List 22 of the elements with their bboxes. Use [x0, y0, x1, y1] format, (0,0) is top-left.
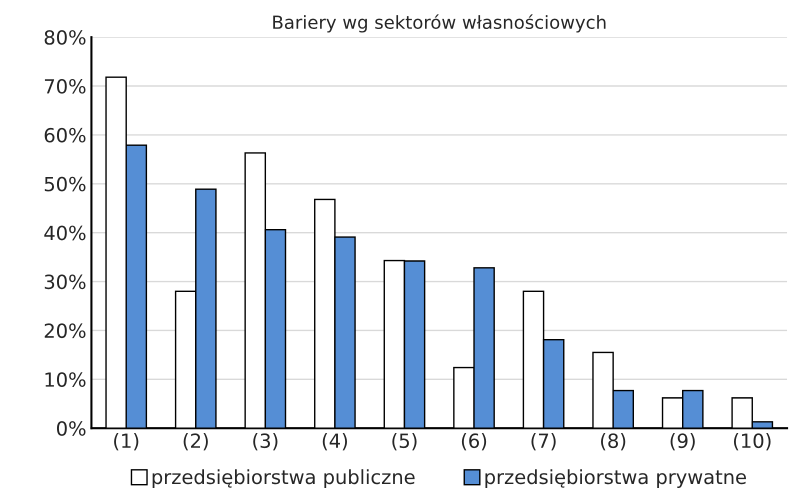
y-tick-label: 80%: [44, 30, 86, 45]
x-tick-label: (10): [734, 433, 771, 450]
x-tick-label: (2): [184, 433, 208, 450]
y-tick-label: 20%: [44, 323, 86, 338]
x-tick-label: (5): [392, 433, 417, 450]
y-tick-label: 30%: [44, 274, 86, 290]
x-tick-label: (7): [531, 433, 556, 450]
legend-label: przedsiębiorstwa publiczne: [152, 469, 415, 488]
y-tick-label: 40%: [44, 226, 86, 240]
y-tick-label: 60%: [44, 128, 86, 143]
chart-title: Bariery wg sektorów własnościowych: [273, 14, 606, 33]
y-tick-label: 10%: [45, 372, 86, 387]
x-tick-label: (6): [462, 433, 486, 450]
x-tick-label: (1): [114, 433, 138, 450]
y-tick-label: 50%: [44, 176, 86, 192]
x-tick-label: (3): [253, 433, 278, 450]
legend-label: przedsiębiorstwa prywatne: [485, 469, 746, 488]
x-tick-label: (4): [322, 433, 347, 450]
y-tick-label: 0%: [57, 421, 86, 436]
x-tick-label: (9): [670, 433, 695, 450]
y-tick-label: 70%: [44, 78, 86, 94]
x-tick-label: (8): [601, 433, 626, 450]
